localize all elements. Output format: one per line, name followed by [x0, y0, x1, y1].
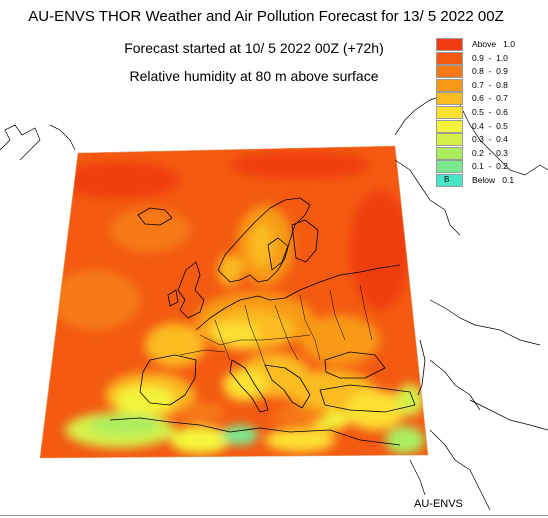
legend-label: Below 0.1 [472, 174, 515, 185]
legend-label: 0.6 - 0.7 [472, 93, 508, 104]
frame-bottom-line [0, 515, 548, 516]
legend-label: 0.3 - 0.4 [472, 134, 508, 145]
legend-label: 0.7 - 0.8 [472, 79, 508, 90]
credit-label: AU-ENVS [414, 498, 463, 510]
humidity-field [40, 146, 428, 458]
legend-label: 0.9 - 1.0 [472, 52, 508, 63]
legend-item: 0.9 - 1.0 [436, 51, 546, 66]
legend-label: Above 1.0 [472, 39, 516, 49]
legend-swatch: B [436, 173, 463, 187]
legend-item: 0.5 - 0.6 [436, 105, 546, 120]
legend-swatch [436, 78, 463, 92]
legend-item: 0.4 - 0.5 [436, 119, 546, 134]
legend-item: 0.7 - 0.8 [436, 78, 546, 93]
legend-swatch [436, 133, 463, 147]
variable-label: Relative humidity at 80 m above surface [129, 68, 379, 84]
domain-border [39, 145, 429, 459]
legend-label: 0.8 - 0.9 [472, 66, 508, 77]
legend-swatch [436, 105, 463, 119]
legend-item: B Below 0.1 [436, 173, 546, 188]
legend-swatch [436, 38, 463, 51]
outer-coastlines [0, 94, 548, 511]
legend-label: 0.4 - 0.5 [472, 120, 508, 131]
legend-mark: B [444, 174, 450, 184]
legend-label: 0.1 - 0.2 [472, 161, 508, 172]
legend-swatch [436, 146, 463, 160]
humidity-legend: Above 1.0 0.9 - 1.0 0.8 - 0.9 0.7 - 0.8 0.6 … [436, 38, 546, 188]
legend-item: 0.2 - 0.3 [436, 146, 546, 161]
legend-swatch [436, 92, 463, 106]
forecast-start-subtitle: Forecast started at 10/ 5 2022 00Z (+72h… [124, 40, 384, 56]
legend-item: 0.1 - 0.2 [436, 160, 546, 174]
coastlines [109, 197, 426, 446]
legend-item: 0.6 - 0.7 [436, 92, 546, 106]
legend-swatch [436, 119, 463, 133]
legend-swatch [436, 160, 463, 174]
legend-item: Above 1.0 [436, 38, 546, 52]
page-title: AU-ENVS THOR Weather and Air Pollution F… [28, 8, 504, 25]
legend-item: 0.3 - 0.4 [436, 133, 546, 147]
legend-label: 0.5 - 0.6 [472, 106, 508, 117]
legend-swatch [436, 65, 463, 79]
country-borders [179, 284, 373, 366]
legend-label: 0.2 - 0.3 [472, 147, 508, 158]
legend-swatch [436, 51, 463, 65]
legend-item: 0.8 - 0.9 [436, 65, 546, 79]
